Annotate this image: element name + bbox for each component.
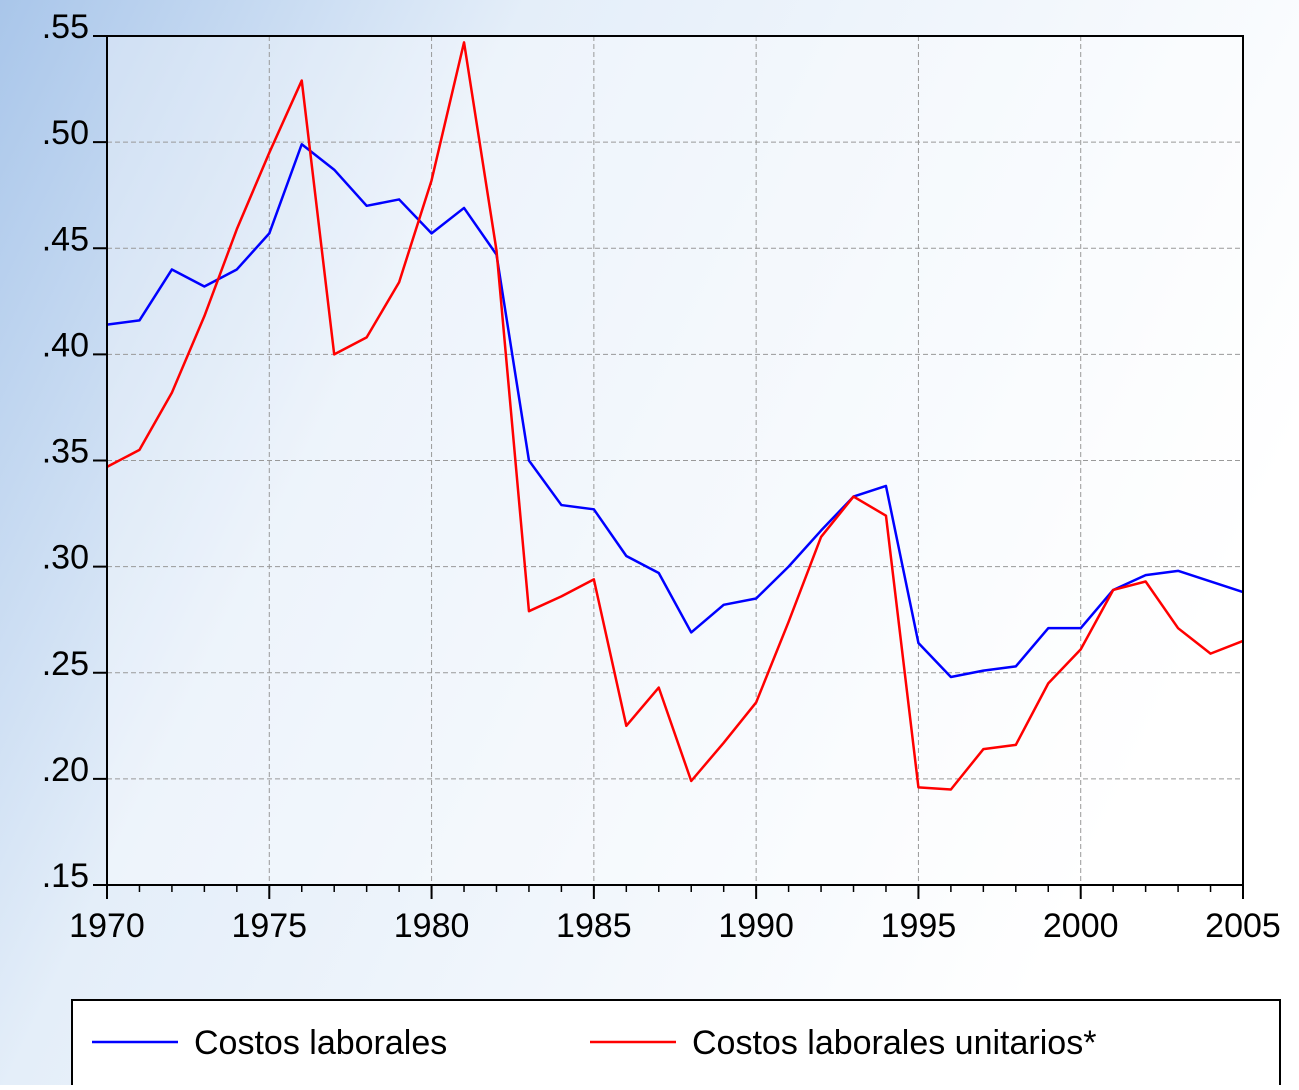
y-tick-label: .40 [42,326,89,364]
x-tick-label: 1990 [718,907,794,945]
y-tick-label: .35 [42,433,89,471]
y-tick-label: .25 [42,645,89,683]
series-line [106,41,1244,791]
x-tick-label: 1970 [69,907,145,945]
y-tick-label: .30 [42,539,89,577]
x-tick-label: 2000 [1043,907,1119,945]
y-tick-label: .15 [42,857,89,895]
x-tick-label: 2005 [1205,907,1281,945]
x-tick-label: 1980 [394,907,470,945]
y-tick-label: .45 [42,220,89,258]
series-line [106,142,1244,679]
legend-label: Costos laborales [194,1024,447,1062]
y-tick-label: .55 [42,8,89,46]
legend [71,999,1281,1090]
legend-label: Costos laborales unitarios* [692,1024,1096,1062]
x-tick-label: 1995 [881,907,957,945]
y-tick-label: .20 [42,751,89,789]
x-tick-label: 1975 [231,907,307,945]
x-tick-label: 1985 [556,907,632,945]
y-tick-label: .50 [42,114,89,152]
